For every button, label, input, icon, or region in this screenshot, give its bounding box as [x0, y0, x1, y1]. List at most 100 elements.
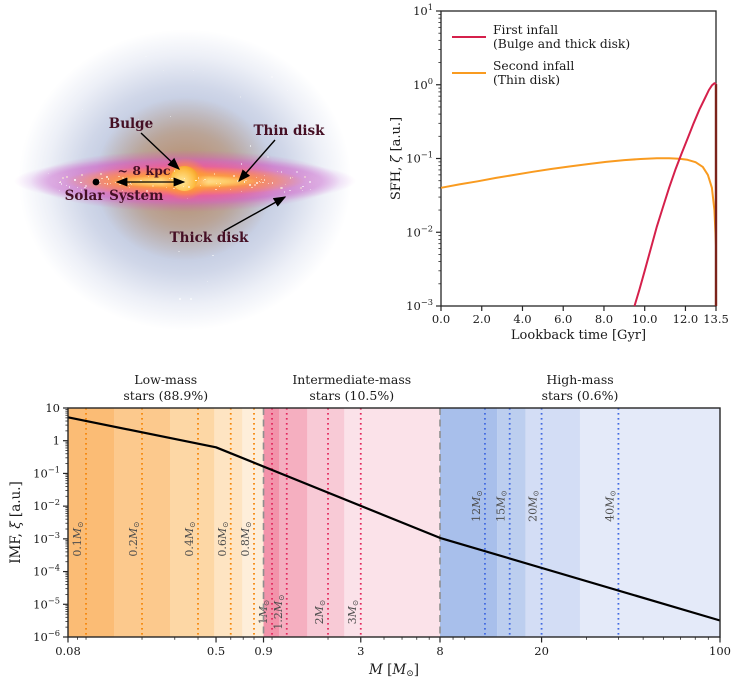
mass-line-label: 0.8M⊙	[239, 521, 253, 556]
legend-label: (Thin disk)	[493, 73, 560, 87]
mass-line-label: 0.1M⊙	[71, 521, 85, 556]
thick-disk-arrow	[223, 196, 287, 232]
star-speckle	[48, 173, 50, 175]
star-speckle	[188, 185, 190, 188]
star-speckle	[74, 179, 76, 181]
mass-line-label: 40M⊙	[603, 490, 617, 522]
star-speckle	[284, 183, 287, 185]
region-heading: Low-mass	[134, 372, 197, 387]
mass-line-label: 3M⊙	[346, 600, 360, 625]
region-heading: Intermediate-mass	[292, 372, 411, 387]
star-speckle	[59, 181, 61, 184]
mass-line-label: 20M⊙	[527, 490, 541, 522]
star-speckle	[251, 186, 253, 189]
star-speckle	[165, 186, 168, 188]
y-tick-label: 101	[413, 2, 433, 18]
y-tick-label: 10−2	[33, 497, 60, 513]
star-speckle	[249, 184, 251, 186]
star-speckle	[61, 177, 64, 180]
star-speckle	[255, 176, 258, 179]
region-heading: stars (10.5%)	[309, 388, 394, 403]
thin-disk-arrow	[238, 139, 276, 183]
imf-ylabel: IMF, ξ [a.u.]	[8, 481, 24, 564]
x-tick-label: 100	[709, 644, 731, 658]
star-speckle	[280, 187, 283, 190]
star-speckle	[146, 190, 148, 192]
star-speckle	[190, 298, 192, 300]
star-speckle	[230, 188, 232, 191]
y-tick-label: 10−3	[33, 530, 60, 546]
mass-band	[68, 408, 115, 637]
star-speckle	[215, 188, 217, 191]
x-tick-label: 0.0	[432, 312, 450, 326]
y-tick-label: 10−4	[33, 563, 60, 579]
star-speckle	[206, 281, 209, 283]
legend-label: (Bulge and thick disk)	[493, 37, 630, 51]
star-speckle	[262, 181, 264, 184]
legend-label: Second infall	[493, 59, 574, 73]
y-tick-label: 10−1	[33, 464, 60, 480]
imf-xlabel: M [M⊙]	[368, 662, 419, 679]
star-speckle	[202, 179, 205, 181]
second-infall-curve	[440, 157, 717, 247]
star-speckle	[309, 180, 312, 183]
star-speckle	[232, 174, 235, 177]
sfh-xlabel: Lookback time [Gyr]	[511, 328, 646, 343]
star-speckle	[118, 176, 120, 178]
mass-band	[263, 408, 280, 637]
y-tick-label: 100	[413, 76, 433, 92]
x-tick-label: 8	[436, 644, 443, 658]
star-speckle	[300, 187, 302, 189]
star-speckle	[98, 180, 101, 182]
x-tick-label: 12.0	[673, 312, 699, 326]
star-speckle	[309, 188, 311, 190]
star-speckle	[195, 179, 197, 182]
star-speckle	[267, 156, 269, 158]
x-tick-label: 3	[357, 644, 364, 658]
star-speckle	[267, 182, 270, 185]
star-speckle	[258, 181, 261, 183]
mass-band	[279, 408, 308, 637]
x-tick-label: 4.0	[513, 312, 531, 326]
star-speckle	[302, 185, 304, 188]
star-speckle	[215, 182, 218, 185]
star-speckle	[128, 186, 131, 189]
sfh-ylabel: SFH, ζ [a.u.]	[389, 117, 404, 200]
mass-line-label: 0.6M⊙	[216, 521, 230, 556]
bulge-label: Bulge	[109, 116, 153, 132]
star-speckle	[199, 184, 201, 187]
star-speckle	[76, 186, 79, 188]
star-speckle	[263, 179, 265, 181]
star-speckle	[304, 176, 306, 178]
star-speckle	[271, 76, 273, 78]
x-tick-label: 0.08	[55, 644, 81, 658]
star-speckle	[100, 173, 102, 175]
legend-label: First infall	[493, 23, 558, 37]
star-speckle	[296, 171, 298, 173]
mass-band	[307, 408, 345, 637]
star-speckle	[214, 173, 216, 175]
star-speckle	[301, 189, 304, 191]
x-tick-label: 0.5	[207, 644, 225, 658]
star-speckle	[286, 89, 289, 91]
star-speckle	[59, 180, 62, 182]
star-speckle	[163, 70, 165, 72]
star-speckle	[59, 190, 61, 192]
star-speckle	[80, 181, 82, 183]
imf-plot-frame	[67, 407, 721, 638]
star-speckle	[280, 171, 283, 173]
star-speckle	[291, 176, 294, 179]
solar-system-label: Solar System	[65, 188, 164, 204]
star-speckle	[70, 265, 72, 267]
star-speckle	[256, 182, 259, 185]
star-speckle	[104, 182, 106, 185]
star-speckle	[237, 180, 239, 182]
y-tick-label: 10−2	[406, 223, 433, 239]
mass-line-label: 1.2M⊙	[272, 594, 286, 629]
distance-label: ~ 8 kpc	[118, 163, 171, 178]
mass-band	[497, 408, 526, 637]
galaxy-annotations: Bulge Thin disk Thick disk Solar System …	[65, 116, 326, 246]
star-speckle	[218, 185, 221, 188]
